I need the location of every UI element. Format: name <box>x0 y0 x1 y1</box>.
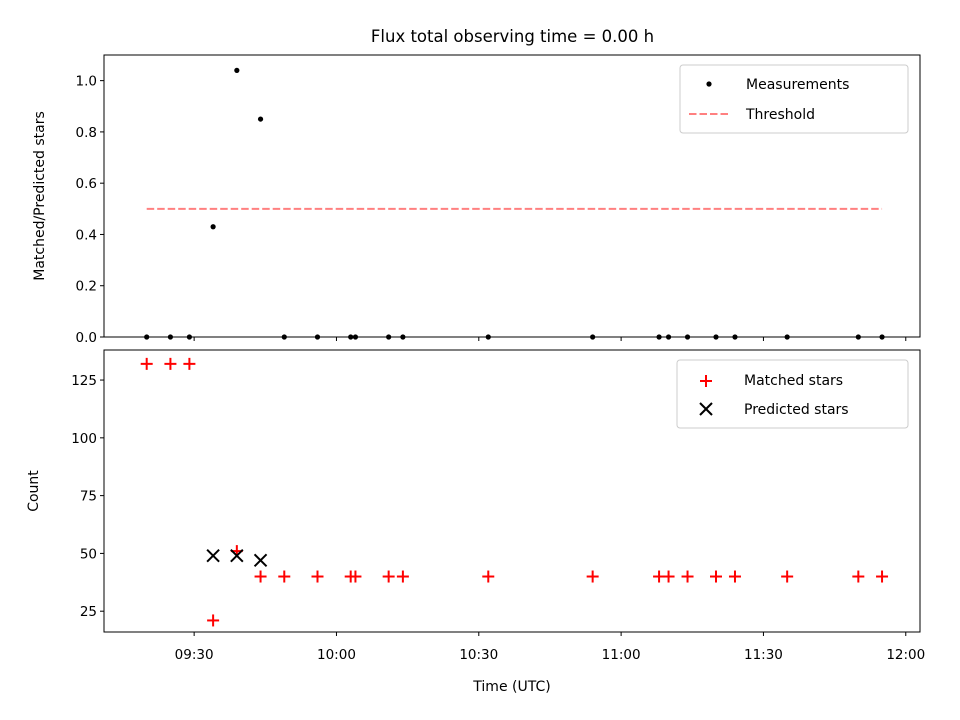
bottom-y-ticks: 25 50 75 100 125 <box>71 373 104 620</box>
y-tick-label: 0.0 <box>76 330 97 346</box>
top-legend: Measurements Threshold <box>679 64 909 134</box>
measurement-point <box>590 334 596 340</box>
measurement-point <box>348 334 354 340</box>
legend-measurements-label: Measurements <box>746 77 849 93</box>
matched-stars-point <box>396 570 409 583</box>
y-tick-label: 125 <box>71 373 97 389</box>
y-tick-label: 1.0 <box>76 74 97 90</box>
matched-stars-point <box>278 570 291 583</box>
top-panel-frame <box>103 54 921 338</box>
x-tick-label: 10:00 <box>317 647 356 663</box>
legend-matched-marker <box>700 375 712 387</box>
y-tick-label: 75 <box>80 489 97 505</box>
measurement-point <box>234 67 240 73</box>
x-tick-label: 11:00 <box>602 647 641 663</box>
legend-matched-label: Matched stars <box>744 373 843 389</box>
top-y-ticks: 0.0 0.2 0.4 0.6 0.8 1.0 <box>76 74 104 346</box>
matched-stars-point <box>728 570 741 583</box>
y-tick-label: 0.4 <box>76 227 97 243</box>
matched-stars-point <box>681 570 694 583</box>
predicted-stars-point <box>253 553 268 568</box>
measurement-point <box>855 334 861 340</box>
measurement-point <box>684 334 691 340</box>
measurement-point <box>257 116 264 122</box>
top-plot-marks <box>144 67 885 340</box>
x-tick-label: 12:00 <box>886 647 925 663</box>
legend-threshold-label: Threshold <box>745 107 815 123</box>
measurement-point <box>144 334 150 340</box>
measurement-point <box>732 334 738 340</box>
matched-stars-point <box>876 570 889 583</box>
bottom-legend: Matched stars Predicted stars <box>676 359 909 429</box>
measurement-point <box>352 334 359 340</box>
x-tick-label: 10:30 <box>459 647 498 663</box>
matched-stars-point <box>662 570 675 583</box>
legend-predicted-label: Predicted stars <box>744 402 849 418</box>
top-panel: Matched/Predicted stars 0.0 0.2 0.4 0.6 0.8 1… <box>32 54 921 346</box>
measurement-point <box>281 334 287 340</box>
matched-stars-point <box>349 570 362 583</box>
y-tick-label: 0.2 <box>76 279 97 295</box>
top-x-ticks <box>193 337 907 341</box>
bottom-y-axis-label: Count <box>26 470 42 512</box>
matched-stars-point <box>254 570 267 583</box>
measurement-point <box>186 334 192 340</box>
y-tick-label: 25 <box>80 604 97 620</box>
x-tick-label: 11:30 <box>744 647 783 663</box>
bottom-plot-marks <box>140 357 889 627</box>
matched-stars-point <box>311 570 324 583</box>
measurement-point <box>713 334 719 340</box>
matched-stars-point <box>710 570 722 583</box>
matched-stars-point <box>586 570 599 583</box>
matched-stars-point <box>382 570 395 583</box>
bottom-panel: Count 25 50 75 100 125 09:30 10:00 10:30 11:00 1… <box>26 349 925 663</box>
chart-title: Flux total observing time = 0.00 h <box>371 27 654 46</box>
matched-stars-point <box>852 570 865 583</box>
x-axis-label: Time (UTC) <box>472 679 550 695</box>
y-tick-label: 0.8 <box>76 125 97 141</box>
measurement-point <box>314 334 321 340</box>
measurement-point <box>167 334 174 340</box>
y-tick-label: 100 <box>71 431 97 447</box>
legend-predicted-marker <box>699 402 713 416</box>
top-legend-box <box>679 64 909 134</box>
predicted-stars-point <box>230 549 244 563</box>
measurement-point <box>879 334 885 340</box>
measurement-point <box>656 334 662 340</box>
measurement-point <box>210 224 216 230</box>
matched-stars-point <box>781 570 794 583</box>
bottom-x-ticks: 09:30 10:00 10:30 11:00 11:30 12:00 <box>175 632 925 663</box>
bottom-panel-frame <box>103 349 921 633</box>
matched-stars-point <box>482 570 495 583</box>
legend-measurements-marker <box>706 81 712 87</box>
measurement-point <box>386 334 392 340</box>
bottom-legend-box <box>676 359 909 429</box>
measurement-point <box>665 334 672 340</box>
measurement-point <box>400 334 406 340</box>
predicted-stars-point <box>206 549 220 563</box>
measurement-point <box>784 334 790 340</box>
matched-stars-point <box>207 614 220 627</box>
top-y-axis-label: Matched/Predicted stars <box>32 111 48 281</box>
matched-stars-point <box>140 357 153 370</box>
measurement-point <box>485 334 491 340</box>
y-tick-label: 50 <box>80 546 97 562</box>
x-tick-label: 09:30 <box>175 647 214 663</box>
matched-stars-point <box>164 357 177 370</box>
y-tick-label: 0.6 <box>76 176 97 192</box>
matched-stars-point <box>183 357 196 370</box>
